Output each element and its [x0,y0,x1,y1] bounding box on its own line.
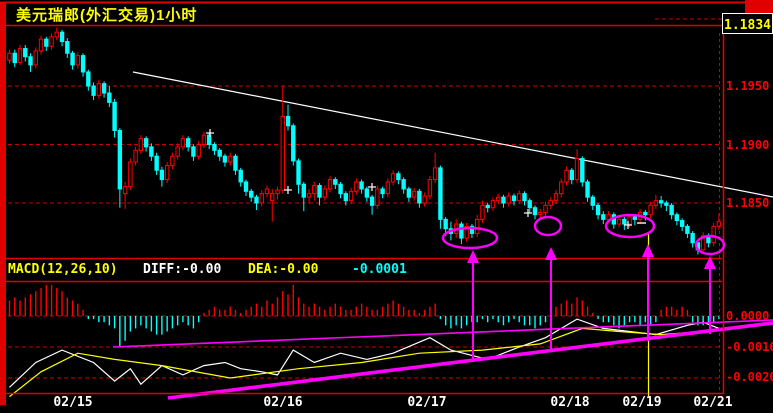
price-axis-label: 1.1850 [726,196,770,210]
price-axis-label: 1.1950 [726,79,770,93]
x-axis-date-label: 02/15 [53,395,93,410]
macd-dea-value: DEA:-0.00 [248,262,319,277]
x-axis-date-label: 02/21 [693,395,733,410]
price-axis-label: 1.1900 [726,138,770,152]
x-axis-date-label: 02/16 [263,395,303,410]
macd-axis-label: 0.0000 [726,309,770,323]
macd-diff-value: DIFF:-0.00 [143,262,222,277]
title-bar: 美元瑞郎(外汇交易)1小时 [0,0,773,26]
macd-hist-value: -0.0001 [352,262,407,277]
x-axis-date-label: 02/17 [407,395,447,410]
macd-axis-label: -0.0010 [726,340,773,354]
x-axis-date-label: 02/19 [622,395,662,410]
x-axis-date-label: 02/18 [550,395,590,410]
macd-params-label: MACD(12,26,10) [8,262,118,277]
last-price-label: 1.1834 [724,18,771,33]
last-price-box: 1.1834 [722,13,773,34]
chart-title: 美元瑞郎(外汇交易)1小时 [16,7,198,24]
macd-axis-label: -0.0020 [726,370,773,384]
